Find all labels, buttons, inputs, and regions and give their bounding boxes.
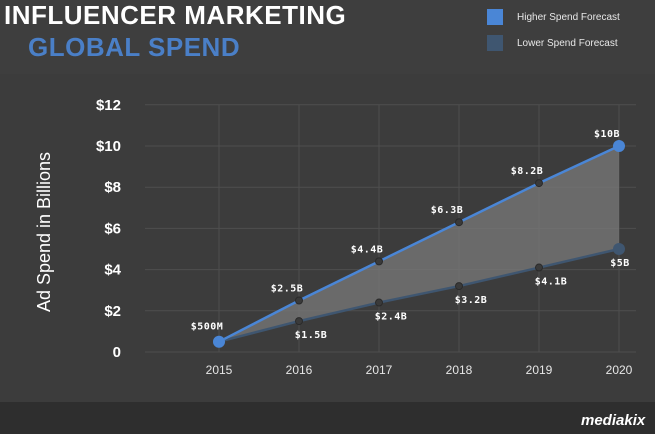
x-tick-label: 2020 — [606, 363, 633, 377]
higher-data-label: $4.4B — [351, 244, 384, 255]
higher-data-label: $8.2B — [511, 166, 544, 177]
higher-data-label: $2.5B — [271, 284, 304, 295]
higher-forecast-point — [375, 257, 383, 266]
mediakix-logo: mediakix — [581, 412, 646, 429]
legend-swatch-higher — [487, 9, 503, 25]
x-tick-label: 2017 — [366, 363, 393, 377]
title-line-1: INFLUENCER MARKETING — [4, 0, 347, 30]
lower-data-label: $1.5B — [295, 330, 328, 341]
footer-band — [0, 402, 655, 434]
lower-forecast-point — [613, 243, 625, 255]
higher-data-label: $500M — [191, 322, 224, 333]
header-band — [0, 0, 655, 74]
title-line-2: GLOBAL SPEND — [28, 32, 241, 62]
lower-data-label: $3.2B — [455, 295, 488, 306]
legend-item-higher: Higher Spend Forecast — [487, 8, 620, 26]
higher-forecast-point — [295, 296, 303, 305]
higher-forecast-point — [613, 140, 625, 152]
y-tick-label: $8 — [104, 179, 121, 196]
lower-forecast-point — [455, 282, 463, 291]
y-tick-label: $12 — [96, 97, 121, 114]
y-tick-label: $6 — [104, 220, 121, 237]
legend-item-lower: Lower Spend Forecast — [487, 34, 620, 52]
y-axis-title: Ad Spend in Billions — [34, 152, 54, 312]
lower-data-label: $4.1B — [535, 277, 568, 288]
y-tick-label: $2 — [104, 303, 121, 320]
higher-forecast-point — [455, 218, 463, 227]
higher-forecast-point — [535, 179, 543, 188]
higher-forecast-line — [218, 144, 620, 343]
forecast-range-area — [219, 146, 619, 342]
legend-label-lower: Lower Spend Forecast — [517, 37, 618, 49]
lower-forecast-point — [535, 263, 543, 272]
lower-forecast-line — [218, 247, 620, 343]
higher-forecast-point — [213, 335, 225, 348]
lower-forecast-point — [295, 317, 303, 326]
x-tick-label: 2018 — [446, 363, 473, 377]
higher-data-label: $10B — [594, 129, 620, 140]
x-tick-label: 2015 — [206, 363, 233, 377]
x-tick-label: 2019 — [526, 363, 553, 377]
lower-forecast-point — [375, 298, 383, 307]
y-tick-label: $10 — [96, 138, 121, 155]
lower-data-label: $5B — [610, 258, 630, 269]
lower-data-label: $2.4B — [375, 312, 408, 323]
chart-legend: Higher Spend Forecast Lower Spend Foreca… — [487, 8, 620, 60]
legend-swatch-lower — [487, 35, 503, 51]
higher-data-label: $6.3B — [431, 205, 464, 216]
legend-label-higher: Higher Spend Forecast — [517, 11, 620, 23]
y-tick-label: 0 — [113, 344, 121, 361]
y-tick-label: $4 — [104, 262, 121, 279]
x-tick-label: 2016 — [286, 363, 313, 377]
